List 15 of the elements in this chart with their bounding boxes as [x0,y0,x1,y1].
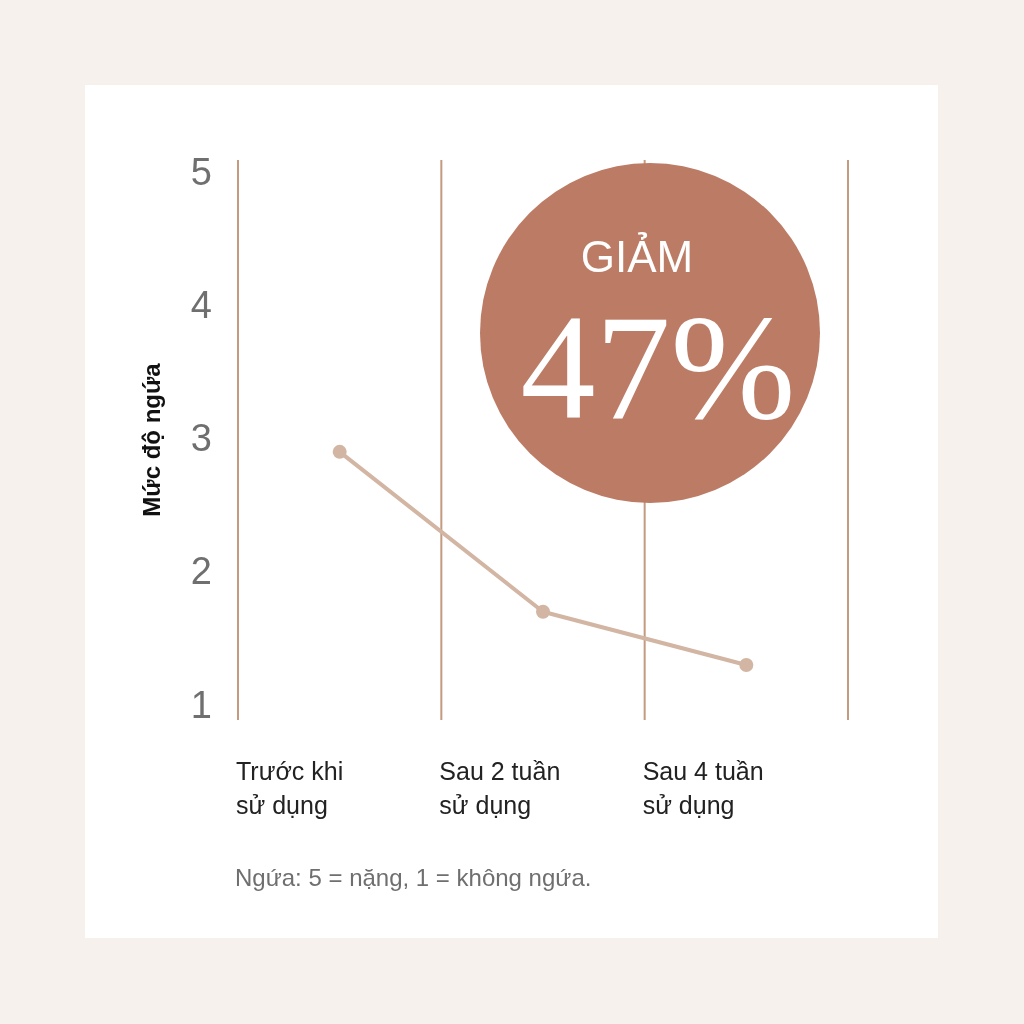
x-tick-label: Sau 2 tuần sử dụng [439,757,561,819]
y-tick-label: 5 [190,150,212,193]
y-axis-title: Mức độ ngứa [138,362,165,517]
point [739,658,754,673]
y-tick-label: 3 [190,417,212,460]
y-tick-label: 4 [190,283,212,326]
annotation: 47% [520,284,796,450]
text: Ngứa: 5 = nặng, 1 = không ngứa. [235,864,592,891]
point [536,604,550,619]
annotation: GIẢM [580,232,694,281]
x-tick-label: Trước khi sử dụng [236,757,344,819]
point [332,444,347,459]
x-tick-label: Sau 4 tuần sử dụng [642,757,764,819]
y-tick-label: 1 [190,683,212,726]
y-tick-label: 2 [190,550,212,593]
